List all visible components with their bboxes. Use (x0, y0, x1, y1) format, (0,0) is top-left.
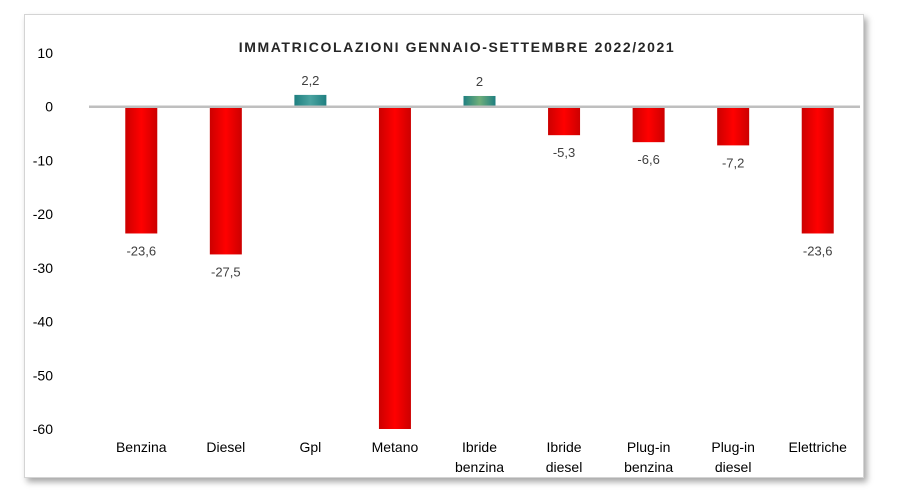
chart-title: IMMATRICOLAZIONI GENNAIO-SETTEMBRE 2022/… (239, 39, 676, 55)
y-tick-label: -20 (33, 206, 53, 222)
x-tick-label-line: Diesel (206, 439, 245, 455)
bar-chart: IMMATRICOLAZIONI GENNAIO-SETTEMBRE 2022/… (33, 39, 860, 475)
data-label: -5,3 (553, 145, 575, 160)
data-label: 2,2 (301, 73, 319, 88)
bar-ibride-diesel (548, 106, 581, 136)
x-tick-label: Ibride diesel (546, 439, 583, 475)
x-tick-label-line: benzina (624, 459, 673, 475)
bar-ibride-benzina (463, 95, 496, 107)
y-tick-label: -40 (33, 314, 53, 330)
x-tick-label: Ibride benzina (455, 439, 504, 475)
y-tick-label: -10 (33, 152, 53, 168)
x-tick-label: Metano (372, 439, 419, 455)
x-tick-label-line: Plug-in (711, 439, 755, 455)
chart-frame: IMMATRICOLAZIONI GENNAIO-SETTEMBRE 2022/… (24, 14, 864, 478)
x-tick-label-line: Ibride (547, 439, 582, 455)
x-tick-label-line: Gpl (299, 439, 321, 455)
data-label: -23,6 (126, 243, 156, 258)
x-tick-label-line: Elettriche (789, 439, 848, 455)
bar-diesel (209, 106, 242, 255)
x-tick-label-line: diesel (546, 459, 583, 475)
data-label: -7,2 (722, 155, 744, 170)
x-tick-label-line: diesel (715, 459, 752, 475)
bar-plug-in-diesel (717, 106, 750, 146)
bar-gpl (294, 94, 327, 107)
data-label: -23,6 (803, 243, 833, 258)
x-tick-label-line: Benzina (116, 439, 167, 455)
x-tick-label: Plug-in diesel (711, 439, 755, 475)
y-tick-label: 10 (37, 45, 53, 61)
bar-elettriche (801, 106, 834, 234)
x-tick-label-line: Ibride (462, 439, 497, 455)
x-tick-label: Plug-in benzina (624, 439, 673, 475)
x-tick-label-line: benzina (455, 459, 504, 475)
y-tick-label: -60 (33, 421, 53, 437)
x-tick-label-line: Metano (372, 439, 419, 455)
x-tick-label: Elettriche (789, 439, 848, 455)
data-label: -27,5 (211, 264, 241, 279)
bar-plug-in-benzina (632, 106, 665, 143)
x-tick-label: Diesel (206, 439, 245, 455)
x-tick-label: Benzina (116, 439, 167, 455)
data-label: -6,6 (637, 152, 659, 167)
data-label: 2 (476, 74, 483, 89)
x-tick-label-line: Plug-in (627, 439, 671, 455)
y-tick-label: -50 (33, 367, 53, 383)
y-tick-label: -30 (33, 260, 53, 276)
x-tick-label: Gpl (299, 439, 321, 455)
bar-benzina (125, 106, 158, 234)
bar-metano (378, 106, 411, 429)
y-tick-label: 0 (45, 99, 53, 115)
